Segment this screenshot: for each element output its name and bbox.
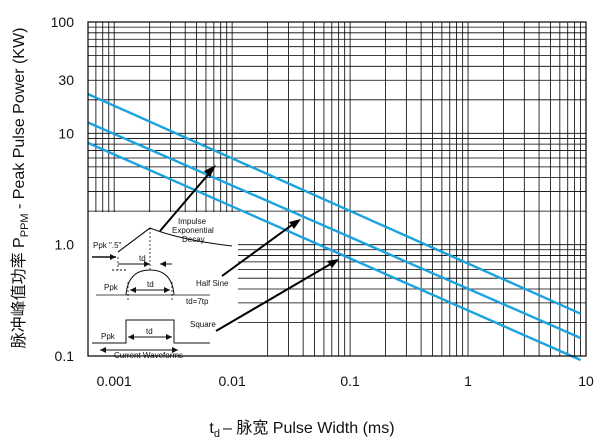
square-waveform xyxy=(92,319,210,344)
half-sine-callout-arrow xyxy=(221,221,297,277)
callout-arrows xyxy=(159,165,339,332)
y-tick-labels: 0.1 1.0 10 30 100 xyxy=(51,14,75,364)
label-td-mid: td xyxy=(147,280,154,289)
y-tick-label: 30 xyxy=(58,72,74,88)
label-td-low: td xyxy=(146,327,153,336)
label-half-sine: Half Sine xyxy=(196,279,229,288)
x-tick-label: 0.001 xyxy=(97,373,132,389)
label-square: Square xyxy=(190,320,216,329)
half-sine-callout-head xyxy=(289,219,301,229)
x-tick-labels: 0.001 0.01 0.1 1 10 xyxy=(97,373,594,389)
label-impulse-1: Impulse xyxy=(178,217,207,226)
x-axis-title: td – 脉宽 Pulse Width (ms) xyxy=(209,419,394,440)
square-callout-arrow xyxy=(215,261,335,332)
y-axis-title: 脉冲峰值功率 PPPM - Peak Pulse Power (KW) xyxy=(10,28,31,349)
x-tick-label: 0.1 xyxy=(340,373,360,389)
impulse-callout-head xyxy=(204,165,216,177)
plot-frame xyxy=(87,21,587,357)
impulse-waveform xyxy=(117,227,233,253)
waveform-inset: Impulse Exponential Decay Ppk ".5" td Pp… xyxy=(88,212,238,360)
series-line-3 xyxy=(87,141,582,362)
y-tick-label: 0.1 xyxy=(55,348,75,364)
x-tick-label: 0.01 xyxy=(219,373,246,389)
label-ppk-half: Ppk ".5" xyxy=(93,241,122,250)
label-ppk-low: Ppk xyxy=(101,332,116,341)
x-tick-label: 1 xyxy=(464,373,472,389)
label-td-7tp: td=7tp xyxy=(186,297,209,306)
x-tick-label: 10 xyxy=(578,373,594,389)
impulse-callout-arrow xyxy=(159,169,213,232)
series-line-1 xyxy=(87,93,582,315)
y-tick-label: 10 xyxy=(58,125,74,141)
label-impulse-2: Exponential xyxy=(172,226,214,235)
half-sine-waveform xyxy=(125,269,175,296)
y-tick-label: 100 xyxy=(51,14,75,30)
label-td-top: td xyxy=(139,254,146,263)
inset-background xyxy=(88,212,238,360)
series-line-2 xyxy=(87,121,582,340)
series-lines xyxy=(87,93,582,362)
label-impulse-3: Decay xyxy=(182,235,205,244)
square-callout-head xyxy=(327,259,339,268)
y-tick-label: 1.0 xyxy=(55,237,75,253)
label-ppk-mid: Ppk xyxy=(104,283,119,292)
